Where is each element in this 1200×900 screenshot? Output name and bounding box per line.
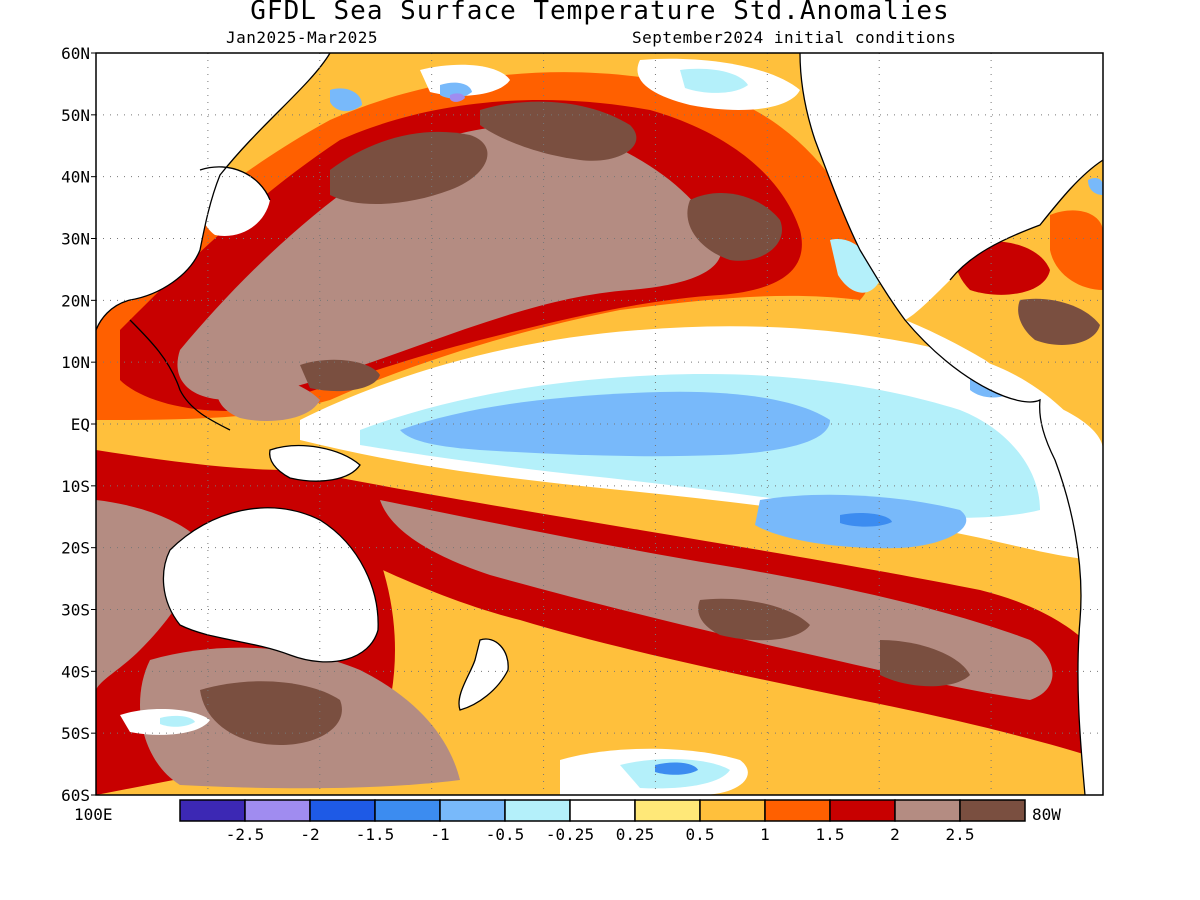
- colorbar-swatch: [244, 799, 311, 822]
- lat-label: 60S: [61, 786, 90, 805]
- coastlines: [96, 53, 1103, 795]
- colorbar-swatch: [959, 799, 1026, 822]
- lon-label-left: 100E: [74, 805, 113, 824]
- southern-cool-blue: [655, 762, 698, 775]
- graticule: [96, 53, 1103, 795]
- colorbar-swatch: [309, 799, 376, 822]
- lat-label: 10N: [61, 353, 90, 372]
- southern-ocean-brown: [200, 681, 342, 745]
- colorbar-tick-label: -1: [430, 825, 449, 844]
- lat-label: 30S: [61, 601, 90, 620]
- colorbar-tick-labels: -2.5 -2 -1.5 -1 -0.5 -0.25 0.25 0.5 1 1.5 2 2.5: [226, 825, 975, 844]
- lat-label: 20N: [61, 291, 90, 310]
- colorbar-tick-label: 1: [760, 825, 770, 844]
- sw-cool-cyan: [160, 715, 195, 727]
- lat-label: 50N: [61, 106, 90, 125]
- lat-label: 50S: [61, 724, 90, 743]
- colorbar-swatch: [699, 799, 766, 822]
- colorbar-tick-label: -0.25: [546, 825, 594, 844]
- caribbean-brown: [1018, 298, 1100, 345]
- colorbar-tick-label: -2: [300, 825, 319, 844]
- colorbar-tick-label: -1.5: [356, 825, 395, 844]
- colorbar-tick-label: 1.5: [816, 825, 845, 844]
- colorbar-tick-label: 2: [890, 825, 900, 844]
- anomaly-field: [96, 53, 1103, 795]
- latitude-axis: 60N 50N 40N 30N 20N 10N EQ 10S 20S 30S 40S 50S 60S: [61, 44, 96, 805]
- atlantic-cool: [1088, 178, 1103, 195]
- colorbar-swatch: [179, 799, 246, 822]
- lat-label: 20S: [61, 539, 90, 558]
- south-pacific-brown-2: [880, 640, 970, 687]
- initial-conditions-label: September2024 initial conditions: [632, 28, 957, 47]
- colorbar-swatch: [764, 799, 831, 822]
- period-label: Jan2025-Mar2025: [226, 28, 378, 47]
- okhotsk-cool-blue: [440, 82, 472, 99]
- colorbar-swatch: [894, 799, 961, 822]
- colorbar: [179, 799, 1026, 822]
- north-pacific-brown-1: [330, 131, 488, 205]
- west-pacific-rose: [216, 376, 320, 421]
- cool-patch-darkblue: [840, 512, 892, 527]
- lat-label: 10S: [61, 477, 90, 496]
- colorbar-tick-label: 0.5: [686, 825, 715, 844]
- lat-label: EQ: [71, 415, 90, 434]
- colorbar-swatch: [439, 799, 506, 822]
- new-zealand-land: [458, 639, 509, 710]
- colorbar-tick-label: -2.5: [226, 825, 265, 844]
- south-america-land: [1039, 400, 1103, 795]
- colorbar-swatch: [374, 799, 441, 822]
- california-cool: [830, 239, 880, 293]
- colorbar-tick-label: -0.5: [486, 825, 525, 844]
- colorbar-swatch: [504, 799, 571, 822]
- atlantic-warm: [1050, 210, 1103, 290]
- colorbar-tick-label: 2.5: [946, 825, 975, 844]
- colorbar-swatch: [829, 799, 896, 822]
- north-pacific-rose: [177, 125, 722, 400]
- north-pacific-brown-4: [300, 359, 380, 392]
- lon-label-right: 80W: [1032, 805, 1061, 824]
- mexico-land: [905, 320, 1040, 401]
- australia-land: [163, 507, 379, 662]
- okhotsk-cool-purple: [450, 93, 465, 102]
- colorbar-tick-label: 0.25: [616, 825, 655, 844]
- lat-label: 40N: [61, 168, 90, 187]
- north-pacific-brown-2: [480, 101, 637, 161]
- colorbar-swatch: [634, 799, 701, 822]
- north-pacific-brown-3: [687, 192, 782, 261]
- lat-label: 30N: [61, 230, 90, 249]
- north-america-land: [800, 53, 1103, 320]
- kamchatka-cool: [330, 88, 362, 112]
- map-title: GFDL Sea Surface Temperature Std.Anomali…: [250, 0, 950, 26]
- gulf-alaska-cyan: [680, 68, 748, 93]
- new-guinea-land: [269, 445, 360, 482]
- lat-label: 40S: [61, 662, 90, 681]
- lat-label: 60N: [61, 44, 90, 63]
- colorbar-swatch: [569, 799, 636, 822]
